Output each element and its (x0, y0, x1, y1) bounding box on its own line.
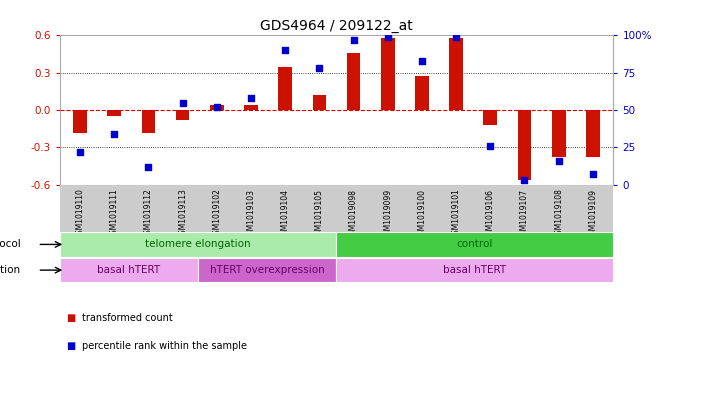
Text: GSM1019105: GSM1019105 (315, 189, 324, 240)
Bar (449, 38, 463, 110)
Text: GSM1019112: GSM1019112 (144, 189, 153, 239)
Point (109, 131, 120, 137)
Bar (586, 110, 599, 158)
Text: GSM1019110: GSM1019110 (76, 189, 85, 239)
Text: GSM1019099: GSM1019099 (383, 189, 393, 240)
Title: GDS4964 / 209122_at: GDS4964 / 209122_at (260, 19, 413, 33)
Bar (484, 110, 497, 125)
Bar (60, 232, 336, 257)
Text: transformed count: transformed count (82, 313, 172, 323)
Text: ■: ■ (67, 313, 76, 323)
Text: GSM1019101: GSM1019101 (451, 189, 461, 239)
Point (382, 34, 393, 40)
Text: GSM1019108: GSM1019108 (554, 189, 563, 239)
Point (519, 177, 530, 184)
Text: GSM1019104: GSM1019104 (280, 189, 290, 240)
Point (245, 95, 257, 101)
Bar (176, 110, 189, 120)
Point (484, 143, 496, 149)
Point (348, 37, 359, 43)
Point (74, 149, 86, 155)
Point (177, 99, 189, 106)
Text: GSM1019100: GSM1019100 (417, 189, 426, 240)
Text: percentile rank within the sample: percentile rank within the sample (82, 341, 247, 351)
Point (280, 47, 291, 53)
Text: GSM1019111: GSM1019111 (110, 189, 118, 239)
Bar (107, 110, 121, 116)
Point (416, 58, 428, 64)
Text: basal hTERT: basal hTERT (443, 265, 507, 275)
Point (211, 104, 222, 110)
Text: control: control (457, 239, 493, 250)
Bar (244, 105, 258, 110)
Point (143, 164, 154, 170)
Text: GSM1019102: GSM1019102 (212, 189, 222, 239)
Text: GSM1019106: GSM1019106 (486, 189, 495, 240)
Bar (336, 258, 613, 283)
Point (451, 34, 462, 40)
Text: hTERT overexpression: hTERT overexpression (210, 265, 325, 275)
Bar (278, 66, 292, 110)
Bar (415, 77, 429, 110)
Bar (517, 110, 531, 180)
Bar (347, 53, 360, 110)
Text: GSM1019103: GSM1019103 (247, 189, 256, 240)
Text: GSM1019113: GSM1019113 (178, 189, 187, 239)
Text: ■: ■ (67, 341, 76, 351)
Bar (74, 110, 87, 132)
Bar (336, 232, 613, 257)
Point (314, 65, 325, 72)
Bar (381, 38, 395, 110)
Bar (142, 110, 156, 132)
Point (587, 171, 599, 178)
Bar (313, 95, 326, 110)
Text: telomere elongation: telomere elongation (145, 239, 251, 250)
Point (553, 158, 564, 164)
Text: GSM1019098: GSM1019098 (349, 189, 358, 240)
Bar (198, 258, 336, 283)
Bar (60, 258, 198, 283)
Text: basal hTERT: basal hTERT (97, 265, 161, 275)
Text: GSM1019109: GSM1019109 (588, 189, 597, 240)
Bar (210, 105, 224, 110)
Text: genotype/variation: genotype/variation (0, 265, 21, 275)
Text: protocol: protocol (0, 239, 21, 250)
Bar (552, 110, 566, 158)
Text: GSM1019107: GSM1019107 (520, 189, 529, 240)
